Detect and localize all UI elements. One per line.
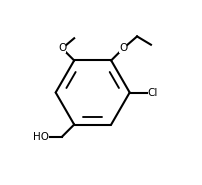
Text: O: O (119, 43, 127, 53)
Text: Cl: Cl (148, 88, 158, 97)
Text: HO: HO (33, 132, 49, 142)
Text: O: O (58, 43, 66, 53)
